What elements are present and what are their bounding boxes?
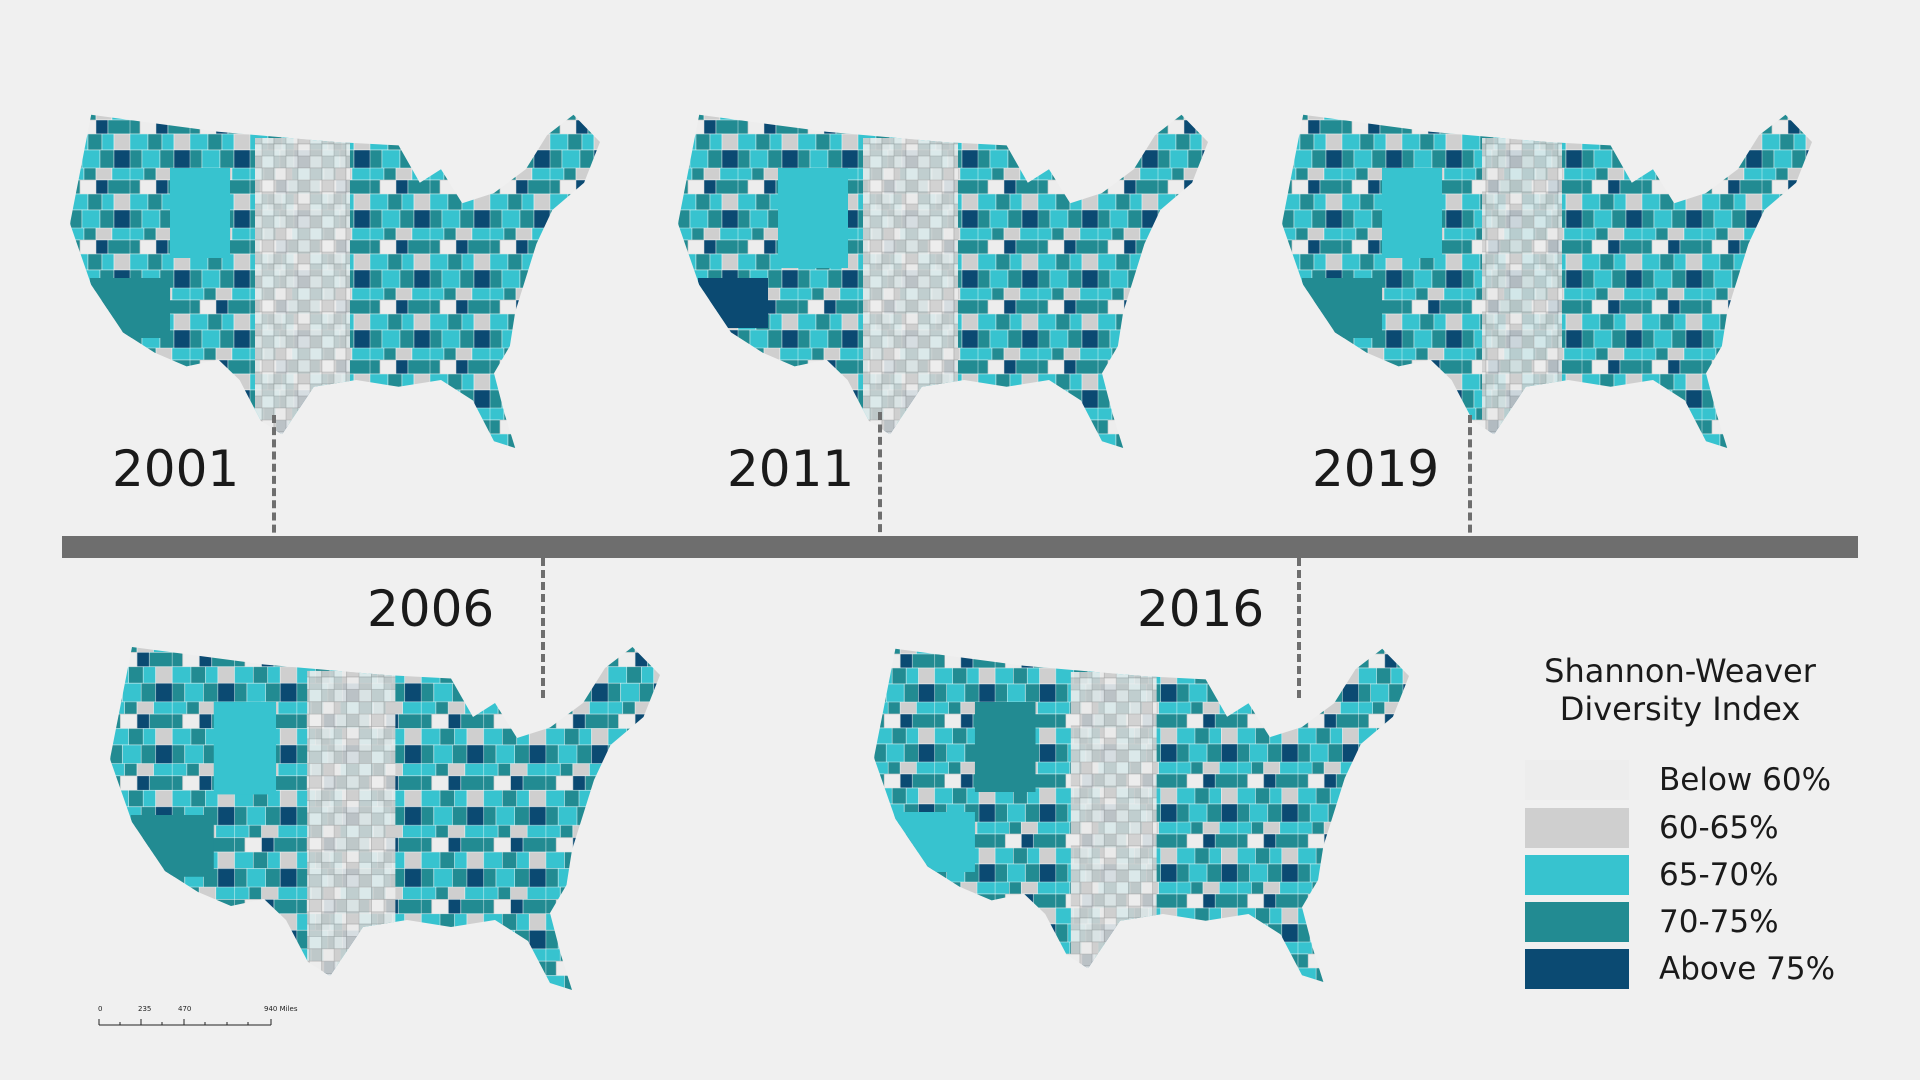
tick-2001 <box>272 415 276 557</box>
year-label-2001: 2001 <box>112 440 240 498</box>
scale-line <box>98 1019 272 1026</box>
legend-title: Shannon-Weaver Diversity Index <box>1544 652 1816 728</box>
legend-swatch <box>1525 760 1629 800</box>
scale-tick-label: 940 Miles <box>264 1005 298 1013</box>
tick-2006 <box>541 558 545 698</box>
scale-bar: 0 235 470 940 Miles <box>98 1005 298 1035</box>
timeline-bar <box>62 536 1858 558</box>
legend-item: Above 75% <box>1525 949 1835 989</box>
legend-item: Below 60% <box>1525 760 1831 800</box>
us-county-map <box>70 114 600 448</box>
legend-item: 70-75% <box>1525 902 1779 942</box>
tick-2011 <box>878 412 882 557</box>
scale-tick-label: 235 <box>138 1005 152 1013</box>
scale-tick-label: 470 <box>178 1005 192 1013</box>
legend: Shannon-Weaver Diversity Index Below 60%… <box>1500 652 1880 989</box>
legend-item: 60-65% <box>1525 808 1779 848</box>
scale-tick-label: 0 <box>98 1005 103 1013</box>
tick-2016 <box>1297 558 1301 698</box>
year-label-2016: 2016 <box>1137 580 1265 638</box>
us-county-map <box>678 114 1208 448</box>
map-2019 <box>1282 108 1812 448</box>
legend-swatch <box>1525 855 1629 895</box>
tick-2019 <box>1468 415 1472 557</box>
legend-swatch <box>1525 902 1629 942</box>
year-label-2011: 2011 <box>727 440 855 498</box>
legend-swatch <box>1525 808 1629 848</box>
year-label-2006: 2006 <box>367 580 495 638</box>
us-county-map <box>874 648 1409 982</box>
year-label-2019: 2019 <box>1312 440 1440 498</box>
us-county-map <box>1282 114 1812 448</box>
legend-item: 65-70% <box>1525 855 1779 895</box>
legend-swatch <box>1525 949 1629 989</box>
map-2016 <box>874 642 1409 982</box>
map-2006 <box>110 640 660 990</box>
map-2001 <box>70 108 600 448</box>
us-county-map <box>110 647 660 990</box>
map-2011 <box>678 108 1208 448</box>
